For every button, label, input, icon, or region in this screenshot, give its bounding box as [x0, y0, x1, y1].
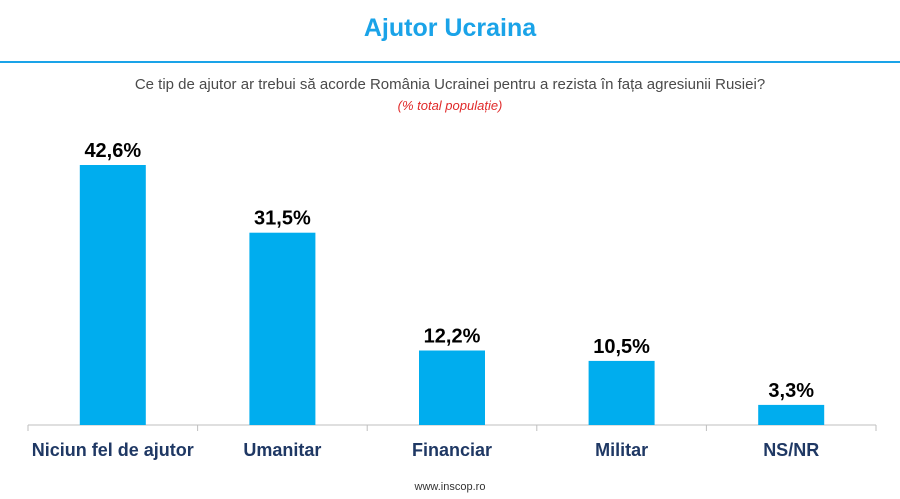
data-label: 42,6% — [84, 140, 141, 162]
bar — [249, 232, 316, 425]
source-footer: www.inscop.ro — [414, 481, 486, 493]
category-label: Financiar — [412, 440, 492, 460]
data-label: 10,5% — [593, 336, 650, 358]
bar-chart: 42,6% Niciun fel de ajutor 31,5% Umanitar 12… — [27, 140, 877, 460]
bar — [758, 404, 825, 425]
category-label: Umanitar — [243, 440, 321, 460]
bar — [79, 165, 146, 425]
chart-title: Ajutor Ucraina — [363, 14, 537, 42]
category-label: NS/NR — [763, 440, 819, 460]
data-label: 12,2% — [424, 326, 481, 348]
bar — [419, 350, 485, 425]
survey-question: Ce tip de ajutor ar trebui să acorde Rom… — [134, 76, 766, 93]
data-label: 3,3% — [768, 380, 814, 402]
category-label: Militar — [595, 440, 648, 460]
category-label: Niciun fel de ajutor — [32, 440, 194, 460]
bar — [588, 360, 655, 425]
data-label: 31,5% — [254, 208, 311, 230]
population-note: (% total populație) — [397, 98, 503, 113]
title-divider — [0, 61, 900, 63]
